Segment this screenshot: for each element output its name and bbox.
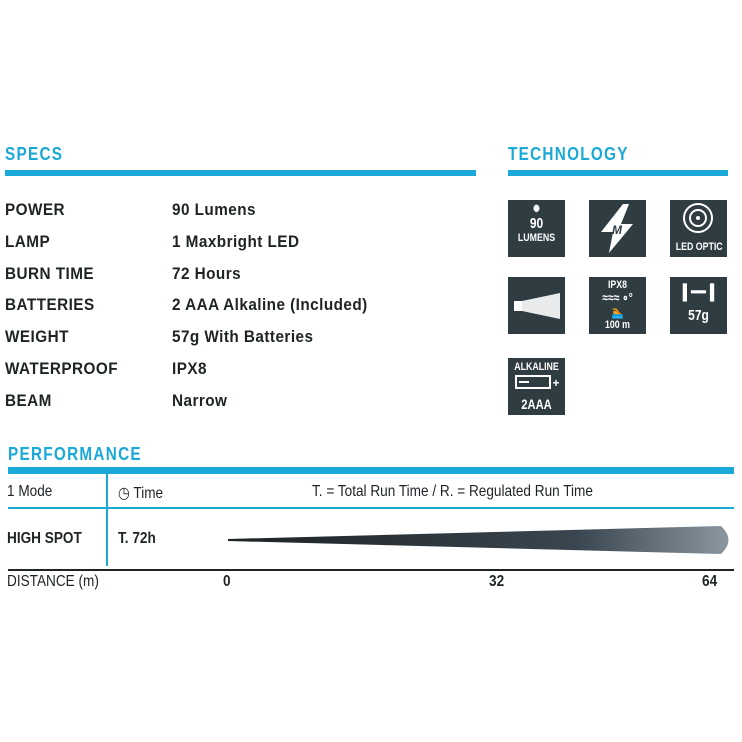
spec-label: WEIGHT bbox=[5, 327, 69, 347]
time-header: ◷ Time bbox=[118, 485, 164, 502]
maxbright-m-icon: M bbox=[589, 200, 646, 257]
mode-high-spot: HIGH SPOT bbox=[7, 530, 82, 547]
spec-label: WATERPROOF bbox=[5, 359, 119, 378]
technology-heading: TECHNOLOGY bbox=[508, 144, 629, 164]
spec-label: BURN TIME bbox=[5, 263, 95, 283]
axis-line bbox=[8, 569, 734, 571]
spec-value: 90 Lumens bbox=[172, 200, 256, 219]
runtime-value: T. 72h bbox=[118, 530, 156, 547]
spec-value: 2 AAA Alkaline (Included) bbox=[172, 295, 368, 315]
led-optic-icon: LED OPTIC bbox=[670, 200, 727, 257]
distance-label: DISTANCE (m) bbox=[7, 573, 99, 590]
waterproof-diver-icon: IPX8 ≈≈≈ ∘° 🏊 100 m bbox=[589, 277, 646, 334]
spec-label: BATTERIES bbox=[5, 295, 95, 315]
lumens-icon: ✺ 90 LUMENS bbox=[508, 200, 565, 257]
specs-heading: SPECS bbox=[5, 144, 64, 164]
spec-value: 72 Hours bbox=[172, 263, 242, 283]
svg-text:+: + bbox=[552, 376, 559, 390]
weight-icon: ▌━━▐ 57g bbox=[670, 277, 727, 334]
spec-value: 1 Maxbright LED bbox=[172, 231, 300, 251]
column-divider bbox=[106, 474, 108, 566]
clock-icon: ◷ bbox=[118, 485, 130, 502]
tick-64: 64 bbox=[702, 573, 718, 590]
battery-icon: ALKALINE +2AAA bbox=[508, 358, 565, 415]
technology-divider bbox=[508, 170, 728, 176]
tick-0: 0 bbox=[223, 573, 231, 590]
specs-divider bbox=[5, 170, 476, 176]
spec-value: 57g With Batteries bbox=[172, 327, 314, 347]
tick-32: 32 bbox=[489, 573, 505, 590]
header-divider bbox=[8, 507, 734, 509]
performance-heading: PERFORMANCE bbox=[8, 444, 142, 464]
spec-label: BEAM bbox=[5, 390, 52, 410]
spec-label: LAMP bbox=[5, 231, 51, 251]
beam-icon bbox=[508, 277, 565, 334]
svg-text:M: M bbox=[612, 223, 623, 237]
legend-text: T. = Total Run Time / R. = Regulated Run… bbox=[312, 483, 593, 500]
spec-value: IPX8 bbox=[172, 359, 207, 378]
beam-distance-graphic bbox=[228, 526, 729, 554]
spec-value: Narrow bbox=[172, 390, 228, 410]
spec-label: POWER bbox=[5, 200, 66, 219]
mode-header: 1 Mode bbox=[7, 483, 53, 500]
performance-divider bbox=[8, 467, 734, 474]
